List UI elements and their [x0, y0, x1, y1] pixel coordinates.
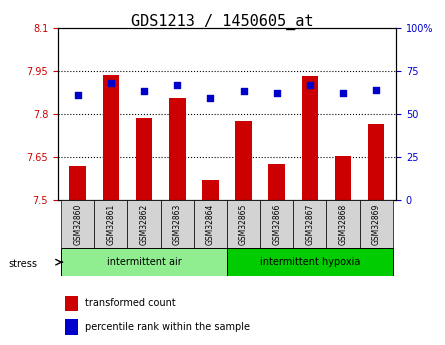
Point	[306, 82, 313, 87]
Point	[240, 89, 247, 94]
Text: GSM32862: GSM32862	[140, 204, 149, 245]
Bar	[194, 200, 227, 248]
Text: GSM32866: GSM32866	[272, 204, 281, 245]
Bar	[260, 200, 293, 248]
Point	[107, 80, 114, 86]
Bar	[302, 77, 318, 200]
Point	[273, 90, 280, 96]
Bar	[227, 200, 260, 248]
Bar	[202, 180, 218, 200]
Bar	[235, 121, 252, 200]
Bar	[127, 200, 161, 248]
Bar	[368, 124, 384, 200]
Bar	[268, 164, 285, 200]
Bar	[136, 118, 152, 200]
Text: intermittent air: intermittent air	[107, 257, 182, 267]
Text: GSM32860: GSM32860	[73, 204, 82, 245]
Bar	[65, 319, 78, 335]
Point	[141, 89, 148, 94]
Bar	[293, 200, 327, 248]
Bar	[65, 296, 78, 311]
Text: GSM32863: GSM32863	[173, 204, 182, 245]
Bar	[169, 98, 186, 200]
Text: GSM32865: GSM32865	[239, 204, 248, 245]
Bar	[227, 248, 393, 276]
Bar	[360, 200, 393, 248]
Text: GDS1213 / 1450605_at: GDS1213 / 1450605_at	[131, 14, 314, 30]
Bar	[335, 156, 351, 200]
Bar	[61, 248, 227, 276]
Text: GSM32869: GSM32869	[372, 204, 380, 245]
Text: intermittent hypoxia: intermittent hypoxia	[259, 257, 360, 267]
Text: GSM32861: GSM32861	[106, 204, 115, 245]
Text: stress: stress	[9, 259, 38, 269]
Bar	[69, 166, 86, 200]
Text: GSM32868: GSM32868	[339, 204, 348, 245]
Text: GSM32867: GSM32867	[305, 204, 314, 245]
Text: transformed count: transformed count	[85, 298, 176, 308]
Bar	[94, 200, 127, 248]
Text: GSM32864: GSM32864	[206, 204, 215, 245]
Point	[74, 92, 81, 98]
Bar	[161, 200, 194, 248]
Point	[340, 90, 347, 96]
Bar	[103, 75, 119, 200]
Point	[207, 96, 214, 101]
Point	[174, 82, 181, 87]
Point	[372, 87, 380, 92]
Text: percentile rank within the sample: percentile rank within the sample	[85, 322, 250, 332]
Bar	[61, 200, 94, 248]
Bar	[327, 200, 360, 248]
